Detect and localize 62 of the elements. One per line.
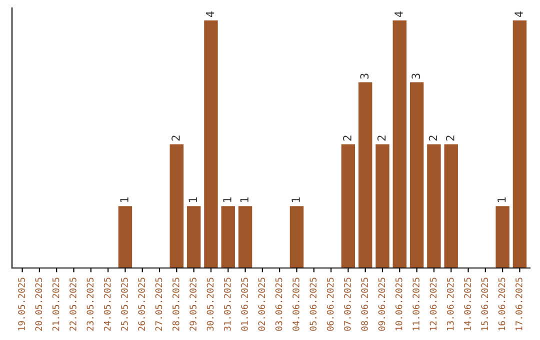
bar	[410, 82, 424, 268]
x-tick-label: 31.05.2025	[224, 278, 231, 331]
x-tick-label: 24.05.2025	[104, 278, 111, 331]
x-tick-label: 20.05.2025	[35, 278, 42, 331]
x-tick-label: 21.05.2025	[52, 278, 60, 331]
bar	[221, 206, 235, 268]
data-label: 1	[223, 197, 232, 202]
x-tick-label: 23.05.2025	[86, 278, 94, 331]
x-tick-label: 14.06.2025	[464, 278, 471, 330]
data-label: 3	[360, 74, 369, 79]
x-tick-label: 30.05.2025	[206, 278, 214, 331]
bar	[341, 144, 356, 268]
bar	[392, 20, 407, 268]
data-label: 4	[514, 11, 523, 18]
x-tick-label: 13.06.2025	[446, 278, 454, 330]
x-tick-label: 01.06.2025	[241, 278, 248, 331]
x-tick-label: 28.05.2025	[172, 278, 180, 331]
bar	[290, 206, 304, 268]
bar	[118, 206, 132, 268]
data-label: 3	[412, 74, 420, 79]
x-tick-label: 22.05.2025	[70, 278, 76, 331]
x-tick-label: 02.06.2025	[258, 278, 266, 331]
bar	[512, 20, 527, 268]
bar	[204, 20, 218, 268]
bar	[427, 144, 441, 268]
x-tick-label: 04.06.2025	[292, 278, 300, 331]
bar	[238, 206, 252, 268]
data-label: 1	[292, 197, 300, 202]
x-tick-label: 10.06.2025	[395, 278, 402, 330]
bar	[170, 144, 184, 268]
x-tick-label: 26.05.2025	[138, 278, 145, 331]
x-tick-label: 11.06.2025	[412, 278, 420, 330]
data-label: 1	[120, 197, 128, 202]
data-label: 4	[394, 11, 403, 18]
x-tick-label: 19.05.2025	[18, 278, 25, 330]
data-label: 2	[343, 136, 352, 141]
x-tick-label: 06.06.2025	[326, 278, 334, 331]
data-label: 4	[206, 11, 214, 18]
bar	[496, 206, 510, 268]
x-tick-label: 29.05.2025	[190, 278, 196, 331]
bar	[358, 82, 372, 268]
x-tick-label: 25.05.2025	[121, 278, 128, 331]
data-label: 1	[498, 197, 506, 202]
x-tick-label: 03.06.2025	[275, 278, 282, 331]
x-tick-label: 27.05.2025	[155, 278, 162, 331]
x-tick-label: 17.06.2025	[516, 278, 522, 330]
bar	[444, 144, 458, 268]
x-tick-label: 12.06.2025	[430, 278, 437, 330]
data-label: 2	[428, 136, 438, 141]
bar	[376, 144, 390, 268]
x-tick-label: 05.06.2025	[310, 278, 317, 331]
x-tick-label: 08.06.2025	[361, 278, 368, 331]
x-tick-label: 09.06.2025	[378, 278, 386, 331]
data-label: 2	[446, 136, 454, 141]
x-tick-label: 16.06.2025	[498, 278, 506, 330]
x-tick-label: 07.06.2025	[344, 278, 351, 331]
x-tick-label: 15.06.2025	[481, 278, 488, 330]
data-label: 2	[377, 136, 386, 141]
bar	[186, 206, 201, 268]
data-label: 2	[172, 136, 180, 141]
data-label: 1	[188, 197, 197, 202]
data-label: 1	[240, 197, 248, 202]
